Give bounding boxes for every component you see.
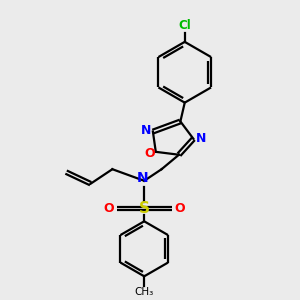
Text: S: S bbox=[139, 201, 150, 216]
Text: N: N bbox=[137, 172, 148, 185]
Text: N: N bbox=[196, 132, 206, 145]
Text: O: O bbox=[103, 202, 114, 215]
Text: CH₃: CH₃ bbox=[135, 287, 154, 297]
Text: O: O bbox=[144, 147, 155, 160]
Text: Cl: Cl bbox=[178, 20, 191, 32]
Text: O: O bbox=[175, 202, 185, 215]
Text: N: N bbox=[140, 124, 151, 136]
